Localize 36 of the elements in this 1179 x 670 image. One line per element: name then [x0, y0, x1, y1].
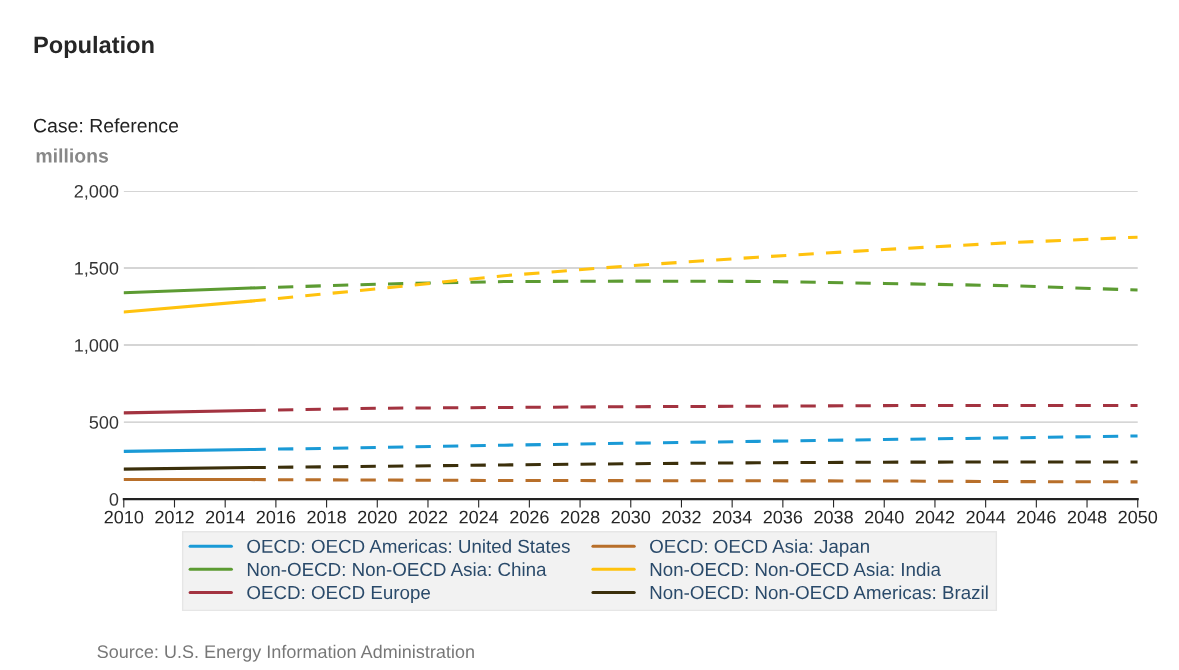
x-tick-label: 2036: [763, 510, 803, 524]
x-tick-label: 2020: [358, 510, 397, 524]
legend-label: OECD: OECD Asia: Japan: [650, 539, 869, 557]
x-tick-label: 2032: [662, 510, 701, 524]
legend-label: OECD: OECD Americas: United States: [247, 539, 570, 553]
x-tick-label: 2050: [1118, 510, 1158, 524]
x-tick-label: 2014: [206, 510, 245, 524]
x-tick-label: 2018: [307, 510, 346, 524]
x-tick-label: 2026: [510, 510, 549, 524]
x-tick-label: 2048: [1067, 510, 1107, 524]
x-tick-label: 2024: [459, 510, 499, 524]
y-tick-label: 1,500: [75, 261, 119, 277]
y-tick-label: 0: [109, 493, 119, 506]
legend-label: Non-OECD: Non-OECD Asia: India: [650, 562, 941, 577]
legend-label: Non-OECD: Non-OECD Americas: Brazil: [650, 585, 988, 600]
x-tick-label: 2010: [104, 510, 144, 524]
x-tick-label: 2046: [1017, 510, 1056, 524]
x-tick-label: 2034: [712, 510, 752, 524]
x-tick-label: 2030: [611, 510, 651, 524]
y-axis-title: millions: [36, 148, 109, 163]
x-tick-label: 2012: [155, 510, 194, 524]
legend-label: OECD: OECD Europe: [247, 585, 430, 603]
x-tick-label: 2022: [408, 510, 448, 524]
y-tick-label: 1,000: [75, 338, 119, 354]
x-tick-label: 2044: [966, 510, 1006, 524]
chart-subtitle: Case: Reference: [34, 118, 179, 133]
x-tick-label: 2028: [560, 510, 600, 524]
x-tick-label: 2040: [865, 510, 904, 524]
y-tick-label: 500: [89, 416, 119, 429]
x-tick-label: 2042: [915, 510, 955, 524]
x-tick-label: 2016: [256, 510, 296, 524]
chart-title: Population: [34, 35, 154, 58]
x-tick-label: 2038: [814, 510, 853, 524]
legend-label: Non-OECD: Non-OECD Asia: China: [247, 562, 547, 577]
y-tick-label: 2,000: [74, 184, 119, 200]
source-note: Source: U.S. Energy Information Administration: [97, 644, 474, 662]
